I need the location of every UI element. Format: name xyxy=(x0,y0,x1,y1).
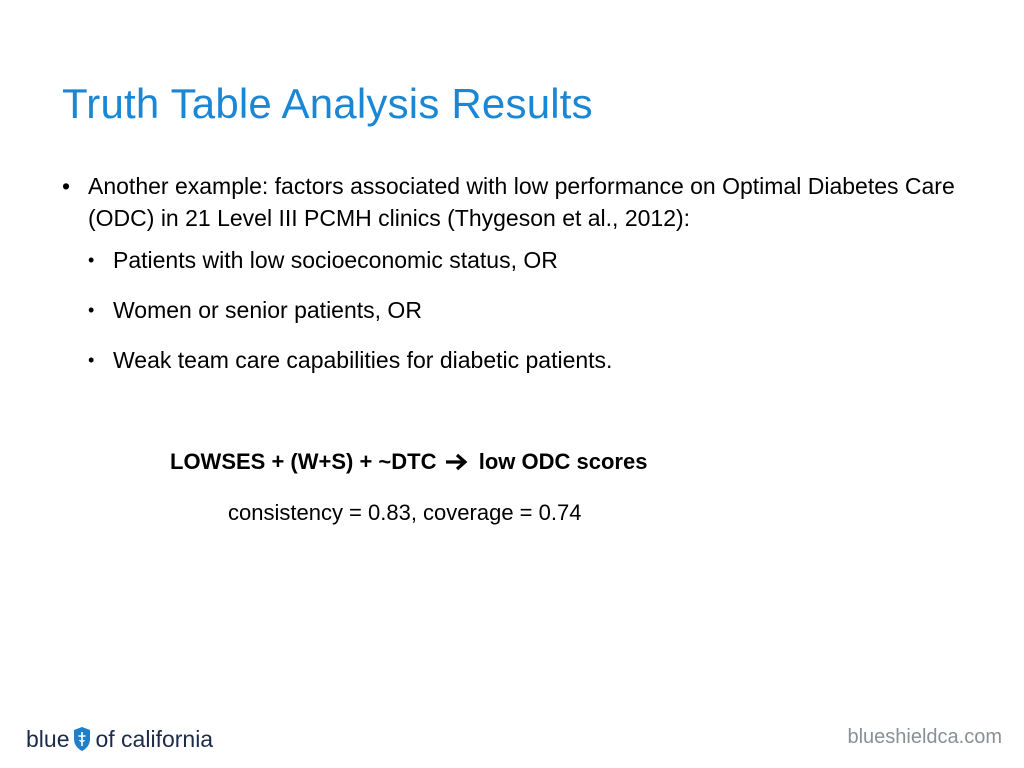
bullet-dot-icon: • xyxy=(88,300,95,320)
bullet-list: • Another example: factors associated wi… xyxy=(62,170,962,394)
sub-bullet-text: Weak team care capabilities for diabetic… xyxy=(113,347,613,373)
bullet-dot-icon: • xyxy=(88,350,95,370)
formula: LOWSES + (W+S) + ~DTC low ODC scores xyxy=(170,449,647,475)
slide-title: Truth Table Analysis Results xyxy=(62,80,593,127)
shield-icon xyxy=(74,727,91,751)
sub-bullet-text: Women or senior patients, OR xyxy=(113,297,422,323)
bullet-dot-icon: • xyxy=(62,173,71,199)
right-arrow-icon xyxy=(445,453,468,471)
stats-line: consistency = 0.83, coverage = 0.74 xyxy=(228,500,582,525)
bullet-dot-icon: • xyxy=(88,250,95,270)
main-bullet: • Another example: factors associated wi… xyxy=(62,170,962,234)
blue-shield-logo: blue of california xyxy=(26,723,213,755)
sub-bullet: • Patients with low socioeconomic status… xyxy=(62,244,962,276)
main-bullet-text: Another example: factors associated with… xyxy=(88,173,955,231)
formula-right: low ODC scores xyxy=(478,449,648,474)
sub-bullet: • Weak team care capabilities for diabet… xyxy=(62,344,962,376)
sub-bullet-list: • Patients with low socioeconomic status… xyxy=(62,244,962,376)
logo-text-left: blue xyxy=(26,725,70,752)
sub-bullet: • Women or senior patients, OR xyxy=(62,294,962,326)
formula-left: LOWSES + (W+S) + ~DTC xyxy=(170,449,437,474)
sub-bullet-text: Patients with low socioeconomic status, … xyxy=(113,247,558,273)
footer-url: blueshieldca.com xyxy=(847,726,1002,748)
logo-text-right: of california xyxy=(95,725,214,752)
